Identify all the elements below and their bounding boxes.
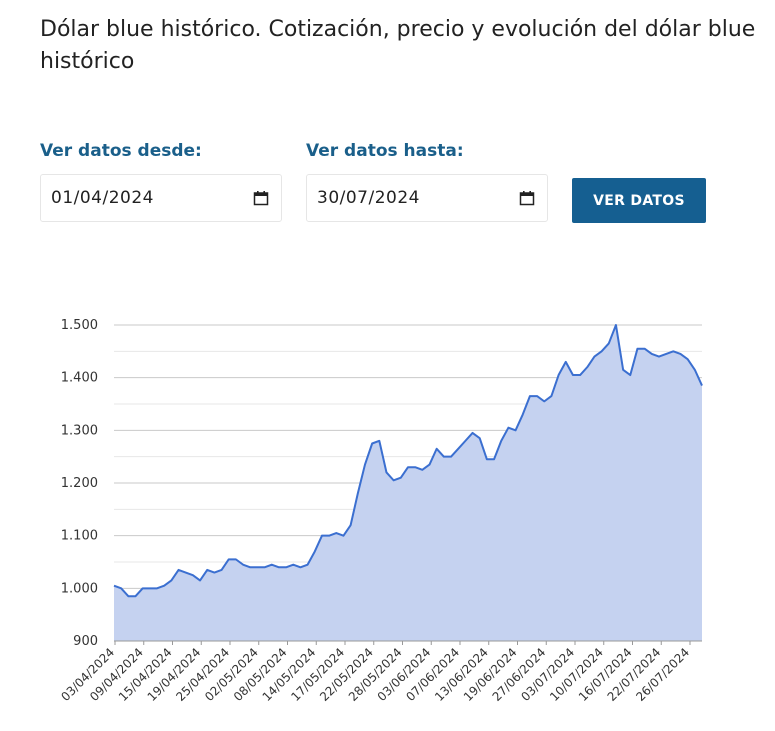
series-area <box>114 325 702 641</box>
y-tick-label: 1.100 <box>61 529 98 544</box>
dolar-blue-chart: 9001.0001.1001.2001.3001.4001.50003/04/2… <box>58 318 703 704</box>
calendar-icon[interactable] <box>253 190 269 206</box>
y-tick-label: 1.200 <box>61 476 98 491</box>
y-tick-label: 900 <box>73 634 98 649</box>
date-to-input[interactable]: 30/07/2024 <box>306 174 548 222</box>
y-tick-label: 1.500 <box>61 318 98 333</box>
y-tick-label: 1.300 <box>61 423 98 438</box>
page-title: Dólar blue histórico. Cotización, precio… <box>40 17 756 74</box>
series-line <box>113 324 703 598</box>
date-from-value: 01/04/2024 <box>51 188 154 208</box>
date-from-label: Ver datos desde: <box>40 141 202 161</box>
calendar-icon[interactable] <box>519 190 535 206</box>
y-tick-label: 1.400 <box>61 371 98 386</box>
ver-datos-button[interactable]: VER DATOS <box>572 178 706 223</box>
date-to-value: 30/07/2024 <box>317 188 420 208</box>
date-to-label: Ver datos hasta: <box>306 141 464 161</box>
y-tick-label: 1.000 <box>61 581 98 596</box>
date-from-input[interactable]: 01/04/2024 <box>40 174 282 222</box>
